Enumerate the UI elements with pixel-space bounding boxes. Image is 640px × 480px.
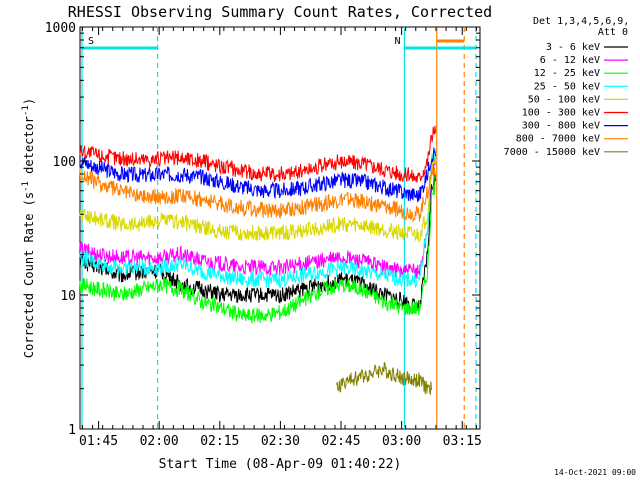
- series-line-7000-15000-kev: [336, 362, 432, 395]
- x-tick-label: 02:45: [321, 434, 360, 449]
- y-tick-label: 10: [60, 289, 76, 304]
- chart-title: RHESSI Observing Summary Count Rates, Co…: [68, 3, 492, 21]
- legend: Det 1,3,4,5,6,9,Att 0 3 - 6 keV 6 - 12 keV…: [504, 16, 630, 158]
- series-line-3-6-kev: [79, 172, 437, 315]
- legend-header-line: Att 0: [598, 27, 628, 38]
- legend-label: 50 - 100 keV: [528, 94, 600, 105]
- legend-label: 25 - 50 keV: [534, 81, 600, 92]
- legend-label: 12 - 25 keV: [534, 68, 600, 79]
- legend-label: 300 - 800 keV: [522, 121, 600, 132]
- attenuator-label-0: S: [88, 36, 94, 47]
- series-line-800-7000-kev: [79, 167, 436, 223]
- x-tick-label: 03:15: [443, 434, 482, 449]
- plot-frame: [79, 26, 481, 430]
- timestamp: 14-Oct-2021 09:00: [554, 468, 636, 477]
- y-tick-label: 1: [68, 423, 76, 438]
- x-axis-label: Start Time (08-Apr-09 01:40:22): [159, 457, 402, 472]
- series-line-300-800-kev: [79, 147, 437, 203]
- legend-label: 6 - 12 keV: [540, 55, 600, 66]
- x-tick-label: 02:30: [261, 434, 300, 449]
- series-line-100-300-kev: [79, 125, 437, 183]
- series-group: [79, 125, 437, 395]
- series-line-12-25-kev: [79, 175, 436, 324]
- y-tick-label: 100: [53, 155, 76, 170]
- y-tick-label: 1000: [45, 21, 76, 36]
- series-line-6-12-kev: [79, 154, 437, 279]
- x-tick-label: 03:00: [382, 434, 421, 449]
- x-tick-label: 02:15: [200, 434, 239, 449]
- legend-header-line: Det 1,3,4,5,6,9,: [533, 16, 629, 27]
- legend-label: 100 - 300 keV: [522, 108, 600, 119]
- legend-label: 800 - 7000 keV: [516, 134, 600, 145]
- series-line-25-50-kev: [79, 148, 437, 289]
- legend-label: 3 - 6 keV: [546, 42, 600, 53]
- y-axis-label: Corrected Count Rate (s-1 detector-1): [21, 98, 36, 358]
- legend-label: 7000 - 15000 keV: [504, 147, 600, 158]
- axis-group: 1 10 100 1000 01:45 02:00 02:15 02:30 02:45 03:00…: [45, 21, 482, 449]
- x-tick-label: 01:45: [79, 434, 118, 449]
- x-tick-label: 02:00: [140, 434, 179, 449]
- series-line-50-100-kev: [79, 156, 437, 243]
- attenuator-label-1: N: [394, 36, 400, 47]
